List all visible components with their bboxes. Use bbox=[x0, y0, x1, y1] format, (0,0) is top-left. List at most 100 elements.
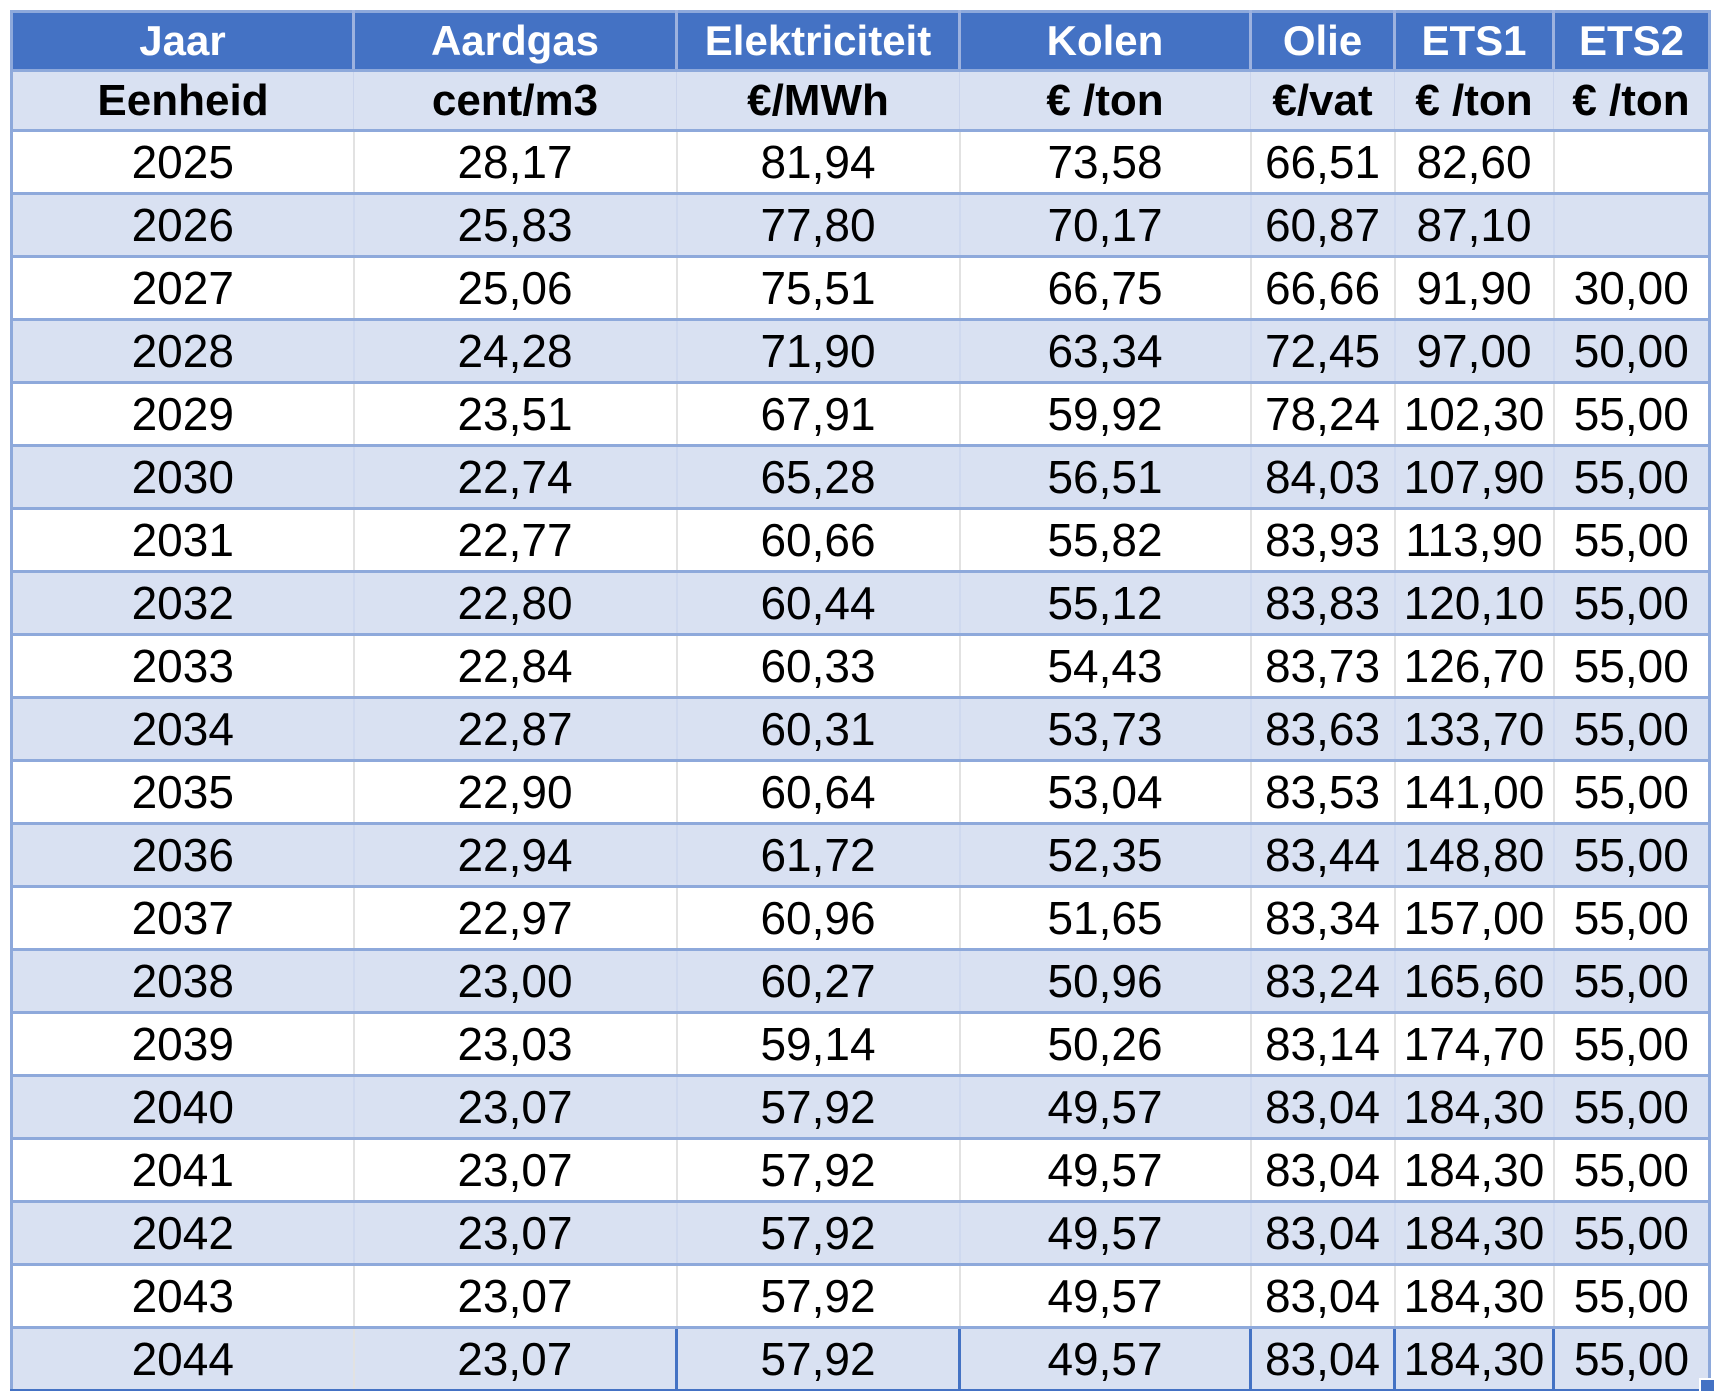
cell[interactable]: 67,91 bbox=[675, 382, 960, 447]
cell[interactable]: 72,45 bbox=[1249, 319, 1395, 384]
cell[interactable]: 22,74 bbox=[352, 445, 677, 510]
cell[interactable]: 55,00 bbox=[1552, 1264, 1710, 1329]
cell[interactable]: 66,66 bbox=[1249, 256, 1395, 321]
cell[interactable]: 78,24 bbox=[1249, 382, 1395, 447]
unit-cell-olie[interactable]: €/vat bbox=[1250, 70, 1395, 132]
cell[interactable]: 55,00 bbox=[1552, 1075, 1710, 1140]
cell[interactable]: 23,07 bbox=[352, 1326, 677, 1391]
cell[interactable]: 57,92 bbox=[675, 1075, 960, 1140]
cell[interactable]: 57,92 bbox=[675, 1201, 960, 1266]
cell[interactable]: 66,75 bbox=[958, 256, 1251, 321]
cell[interactable]: 77,80 bbox=[675, 193, 960, 258]
cell[interactable]: 23,07 bbox=[352, 1075, 677, 1140]
unit-cell-ets1[interactable]: € /ton bbox=[1394, 70, 1554, 132]
cell[interactable]: 157,00 bbox=[1393, 886, 1554, 951]
cell[interactable]: 70,17 bbox=[958, 193, 1251, 258]
cell[interactable]: 66,51 bbox=[1249, 130, 1395, 195]
cell[interactable]: 57,92 bbox=[675, 1326, 960, 1391]
cell[interactable]: 53,04 bbox=[958, 760, 1251, 825]
cell[interactable]: 61,72 bbox=[675, 823, 960, 888]
cell[interactable]: 55,00 bbox=[1552, 697, 1710, 762]
cell[interactable]: 97,00 bbox=[1393, 319, 1554, 384]
cell[interactable]: 2038 bbox=[11, 949, 354, 1014]
cell[interactable]: 83,04 bbox=[1249, 1326, 1395, 1391]
cell[interactable]: 55,00 bbox=[1552, 1012, 1710, 1077]
cell[interactable]: 55,00 bbox=[1552, 445, 1710, 510]
cell[interactable]: 49,57 bbox=[958, 1075, 1251, 1140]
cell[interactable]: 2025 bbox=[11, 130, 354, 195]
unit-cell-aardgas[interactable]: cent/m3 bbox=[353, 70, 677, 132]
cell[interactable]: 83,04 bbox=[1249, 1138, 1395, 1203]
cell[interactable]: 22,90 bbox=[352, 760, 677, 825]
cell[interactable]: 28,17 bbox=[352, 130, 677, 195]
cell[interactable]: 63,34 bbox=[958, 319, 1251, 384]
selection-fill-handle[interactable] bbox=[1699, 1378, 1714, 1391]
cell[interactable]: 22,94 bbox=[352, 823, 677, 888]
cell[interactable]: 52,35 bbox=[958, 823, 1251, 888]
cell[interactable]: 184,30 bbox=[1393, 1201, 1554, 1266]
cell[interactable]: 65,28 bbox=[675, 445, 960, 510]
cell[interactable]: 2034 bbox=[11, 697, 354, 762]
cell[interactable]: 83,53 bbox=[1249, 760, 1395, 825]
cell[interactable]: 22,77 bbox=[352, 508, 677, 573]
cell[interactable]: 55,00 bbox=[1552, 760, 1710, 825]
cell[interactable]: 2042 bbox=[11, 1201, 354, 1266]
header-cell-olie[interactable]: Olie bbox=[1249, 11, 1395, 72]
cell[interactable]: 56,51 bbox=[958, 445, 1251, 510]
cell[interactable]: 23,07 bbox=[352, 1264, 677, 1329]
unit-cell-eenheid[interactable]: Eenheid bbox=[11, 70, 354, 132]
cell[interactable]: 23,07 bbox=[352, 1201, 677, 1266]
unit-cell-ets2[interactable]: € /ton bbox=[1553, 70, 1710, 132]
cell[interactable]: 55,12 bbox=[958, 571, 1251, 636]
header-cell-kolen[interactable]: Kolen bbox=[958, 11, 1251, 72]
cell[interactable]: 55,82 bbox=[958, 508, 1251, 573]
cell[interactable]: 83,63 bbox=[1249, 697, 1395, 762]
cell[interactable]: 141,00 bbox=[1393, 760, 1554, 825]
cell[interactable]: 22,97 bbox=[352, 886, 677, 951]
cell[interactable]: 60,64 bbox=[675, 760, 960, 825]
cell[interactable]: 2039 bbox=[11, 1012, 354, 1077]
cell[interactable] bbox=[1552, 193, 1710, 258]
cell[interactable]: 60,27 bbox=[675, 949, 960, 1014]
cell[interactable]: 30,00 bbox=[1552, 256, 1710, 321]
cell[interactable]: 2027 bbox=[11, 256, 354, 321]
cell[interactable]: 51,65 bbox=[958, 886, 1251, 951]
cell[interactable]: 2031 bbox=[11, 508, 354, 573]
cell[interactable]: 84,03 bbox=[1249, 445, 1395, 510]
header-cell-aardgas[interactable]: Aardgas bbox=[352, 11, 677, 72]
cell[interactable]: 83,04 bbox=[1249, 1264, 1395, 1329]
cell[interactable]: 60,96 bbox=[675, 886, 960, 951]
cell[interactable]: 50,00 bbox=[1552, 319, 1710, 384]
header-cell-jaar[interactable]: Jaar bbox=[11, 11, 354, 72]
cell[interactable]: 184,30 bbox=[1393, 1075, 1554, 1140]
cell[interactable]: 23,00 bbox=[352, 949, 677, 1014]
cell[interactable]: 148,80 bbox=[1393, 823, 1554, 888]
cell[interactable]: 2040 bbox=[11, 1075, 354, 1140]
cell[interactable] bbox=[1552, 130, 1710, 195]
cell[interactable]: 55,00 bbox=[1552, 508, 1710, 573]
cell[interactable]: 60,66 bbox=[675, 508, 960, 573]
cell[interactable]: 55,00 bbox=[1552, 634, 1710, 699]
cell[interactable]: 133,70 bbox=[1393, 697, 1554, 762]
cell[interactable]: 22,87 bbox=[352, 697, 677, 762]
cell[interactable]: 2026 bbox=[11, 193, 354, 258]
cell[interactable]: 55,00 bbox=[1552, 382, 1710, 447]
cell[interactable]: 126,70 bbox=[1393, 634, 1554, 699]
cell[interactable]: 55,00 bbox=[1552, 886, 1710, 951]
cell[interactable]: 82,60 bbox=[1393, 130, 1554, 195]
cell[interactable]: 184,30 bbox=[1393, 1264, 1554, 1329]
cell[interactable]: 73,58 bbox=[958, 130, 1251, 195]
cell[interactable]: 83,14 bbox=[1249, 1012, 1395, 1077]
cell[interactable]: 53,73 bbox=[958, 697, 1251, 762]
cell[interactable]: 49,57 bbox=[958, 1264, 1251, 1329]
cell[interactable]: 184,30 bbox=[1393, 1326, 1554, 1391]
cell[interactable]: 83,04 bbox=[1249, 1075, 1395, 1140]
cell[interactable]: 2029 bbox=[11, 382, 354, 447]
cell[interactable]: 75,51 bbox=[675, 256, 960, 321]
cell[interactable]: 50,96 bbox=[958, 949, 1251, 1014]
cell[interactable]: 87,10 bbox=[1393, 193, 1554, 258]
cell[interactable]: 50,26 bbox=[958, 1012, 1251, 1077]
cell[interactable]: 22,80 bbox=[352, 571, 677, 636]
header-cell-ets2[interactable]: ETS2 bbox=[1552, 11, 1710, 72]
cell[interactable]: 60,31 bbox=[675, 697, 960, 762]
